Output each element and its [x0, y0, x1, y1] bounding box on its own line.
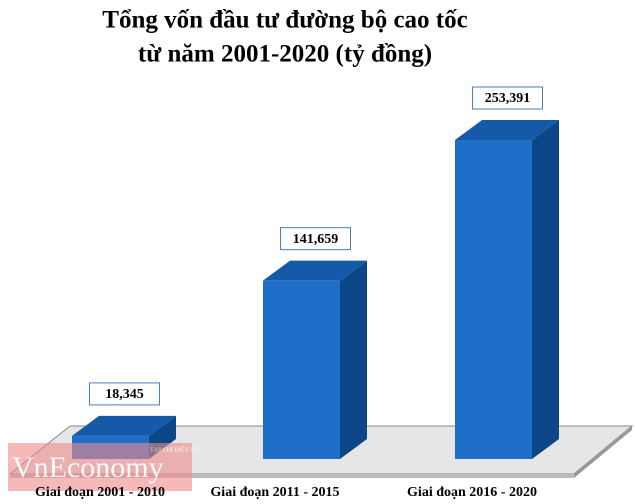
x-tick-label: Giai đoạn 2016 - 2020 — [407, 485, 537, 500]
x-tick-label: Giai đoạn 2001 - 2010 — [35, 485, 165, 500]
floor-edge — [574, 426, 632, 478]
bar-top — [455, 120, 559, 140]
value-label-box — [472, 86, 543, 110]
watermark-bg — [8, 443, 192, 491]
watermark-tagline: TẠP CHÍ ĐIỆN TỬ — [150, 445, 199, 453]
x-tick-label: Giai đoạn 2011 - 2015 — [210, 485, 339, 500]
value-label: 253,391 — [485, 91, 531, 106]
bar-side — [340, 260, 367, 459]
watermark-brand: VnEconomy — [12, 451, 164, 484]
bars — [72, 120, 559, 459]
watermark: VnEconomy TẠP CHÍ ĐIỆN TỬ — [8, 443, 199, 491]
bar-side — [532, 120, 559, 459]
chart-title: từ năm 2001-2020 (tỷ đồng) — [138, 41, 432, 68]
chart-title: Tổng vốn đầu tư đường bộ cao tốc — [102, 7, 467, 34]
labels: 18,345 Giai đoạn 2001 - 2010 141,659 Giai đ… — [35, 86, 543, 500]
value-label: 18,345 — [105, 387, 144, 402]
value-label-box — [280, 227, 351, 251]
bar-top — [72, 415, 176, 436]
bar-top — [263, 260, 367, 281]
bar — [263, 280, 340, 459]
bar — [455, 140, 532, 459]
value-label: 141,659 — [293, 232, 339, 247]
value-label-box — [89, 382, 160, 406]
